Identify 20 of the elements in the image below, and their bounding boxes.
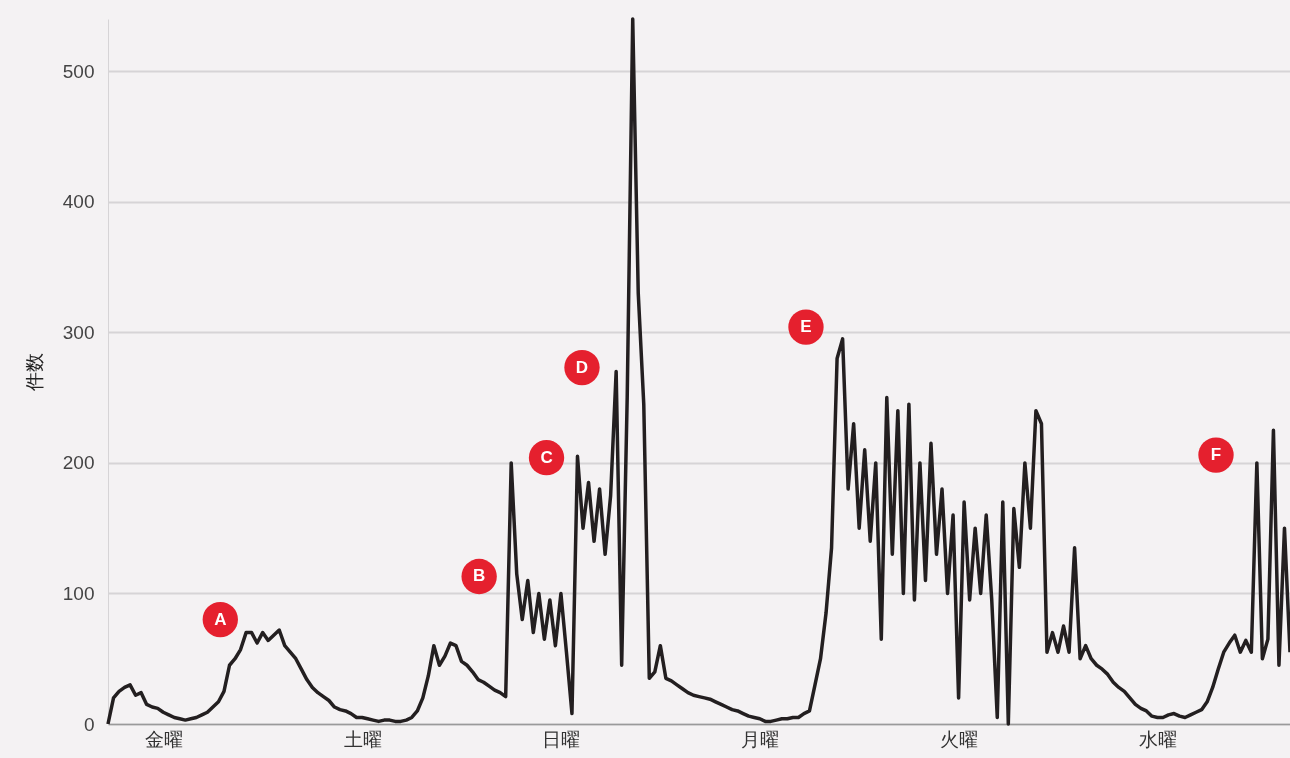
y-tick-label: 200 — [62, 452, 95, 474]
annotation: D — [575, 357, 589, 377]
y-tick-label: 400 — [62, 191, 95, 213]
y-tick-label: 0 — [83, 713, 95, 735]
line-series — [106, 17, 1290, 726]
annotation: A — [214, 609, 227, 629]
x-tick-label: 金曜 — [144, 728, 183, 750]
x-tick-label: 月曜 — [741, 728, 780, 750]
annotation: B — [473, 566, 486, 586]
annotation: C — [540, 447, 553, 467]
y-axis-title: 件数 — [23, 353, 45, 391]
annotation: E — [800, 317, 812, 337]
x-tick-label: 日曜 — [542, 728, 581, 750]
y-tick-label: 300 — [62, 321, 95, 343]
x-tick-label: 水曜 — [1138, 728, 1177, 750]
x-tick-label: 火曜 — [940, 728, 979, 750]
x-tick-label: 土曜 — [343, 728, 382, 750]
y-tick-label: 100 — [62, 582, 95, 604]
annotation: F — [1210, 445, 1222, 465]
y-tick-label: 500 — [62, 60, 95, 82]
